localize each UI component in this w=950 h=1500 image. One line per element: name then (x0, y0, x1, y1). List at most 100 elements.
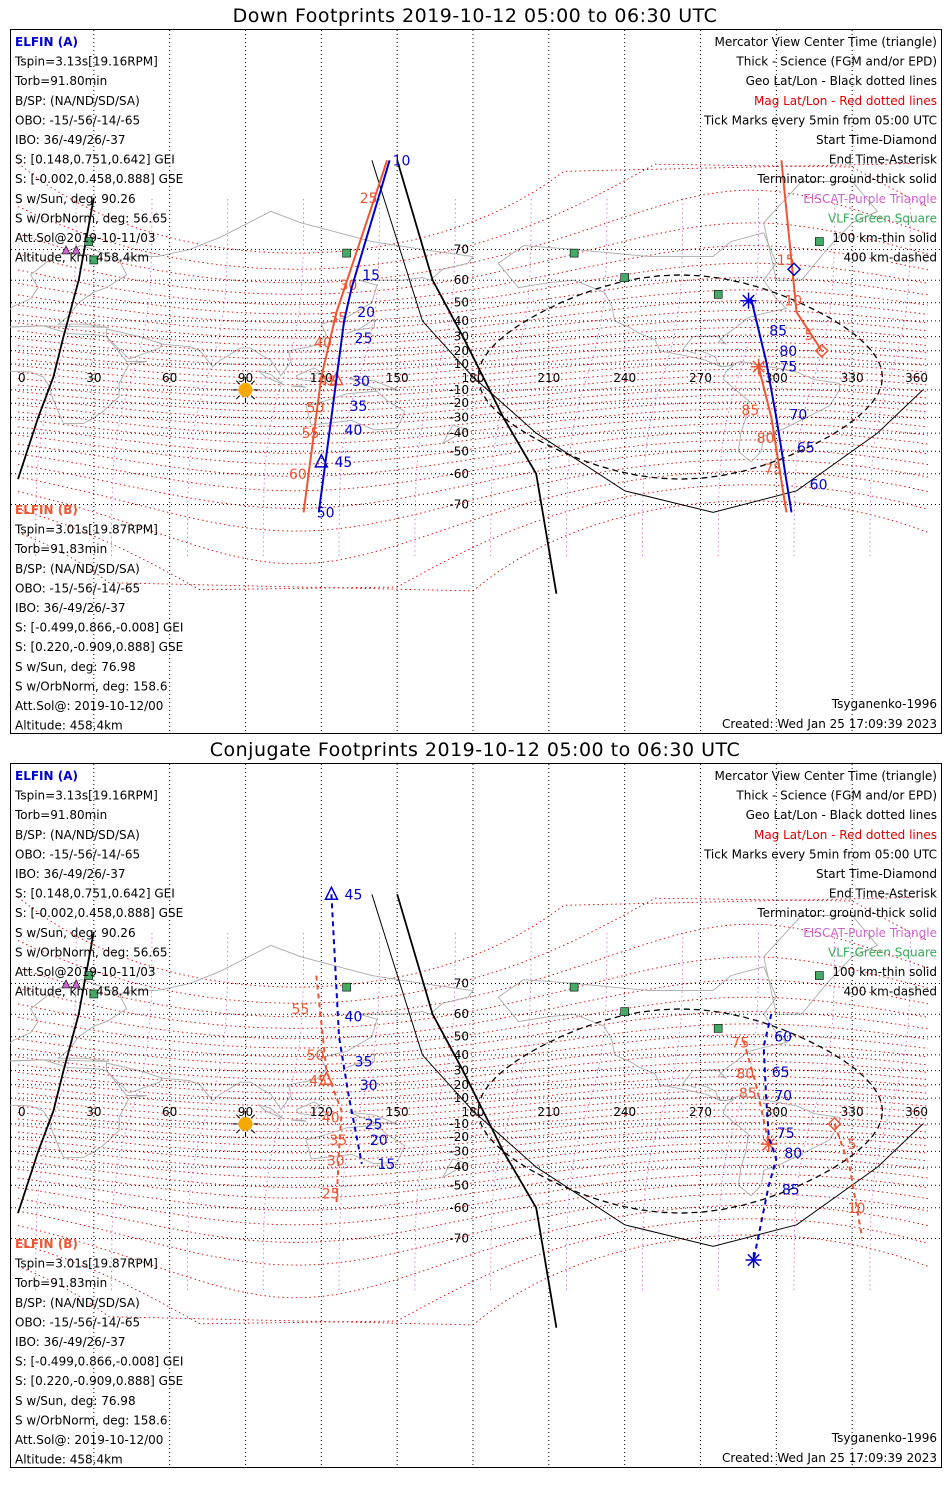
coastline (295, 1101, 320, 1116)
elfin-b-info-line: S w/OrbNorm, deg: 158.6 (15, 1413, 167, 1427)
lat-tick-label: 40 (454, 314, 469, 328)
mag-lat-line (17, 300, 929, 339)
elfin-b-end-asterisk (760, 1136, 777, 1153)
elfin-a-tick-label: 20 (370, 1133, 388, 1149)
coastline (10, 979, 128, 1062)
coastline (763, 181, 879, 281)
info-text: ELFIN (A) Tspin=3.13s[19.16RPM] Torb=91.80… (14, 35, 937, 733)
elfin-a-view-triangle (314, 453, 329, 468)
vlf-station (569, 982, 579, 992)
vlf-station (713, 290, 723, 299)
coastline-group (10, 181, 879, 463)
legend-line: VLF-Green Square (828, 945, 937, 959)
elfin-b-info-line: S w/Sun, deg: 76.98 (15, 660, 136, 674)
vlf-station (620, 1007, 629, 1016)
terminator-100km (371, 160, 924, 513)
eiscat-station (61, 979, 71, 989)
sun-ray (235, 1129, 241, 1134)
elfin-a-info-line: IBO: 36/-49/26/-37 (15, 133, 126, 147)
mag-lat-line (17, 408, 929, 445)
coastline (10, 245, 128, 328)
lon-tick-label: 30 (86, 371, 101, 385)
elfin-b-info-line: S: [-0.499,0.866,-0.008] GEI (15, 1355, 183, 1369)
elfin-b-tick-label: 25 (322, 1187, 340, 1203)
elfin-a-tick-label: 25 (355, 331, 373, 347)
elfin-b-tick-label: 25 (360, 191, 378, 207)
mag-lon-line (186, 931, 229, 1291)
coastline (10, 1059, 147, 1158)
legend-line: Thick - Science (FGM and/or EPD) (735, 55, 937, 69)
mag-lon-line (642, 197, 684, 557)
map-content-down: 0 30 60 90 120 150 180 210 240 270 300 330 360706050… (10, 29, 942, 734)
elfin-b-info-line: IBO: 36/-49/26/-37 (15, 1335, 126, 1349)
elfin-b-info-line: S: [0.220,-0.909,0.888] GSE (15, 1374, 183, 1388)
elfin-a-tick-label: 25 (365, 1117, 383, 1133)
elfin-b-tick-label: 40 (322, 1110, 340, 1126)
lat-tick-label: 20 (454, 1078, 469, 1092)
legend-line: Tick Marks every 5min from 05:00 UTC (703, 847, 937, 861)
lon-tick-label: 270 (689, 1105, 712, 1119)
mag-lat-line (17, 1156, 929, 1199)
elfin-b-tick-label: 75 (731, 1036, 749, 1052)
lat-tick-label: 10 (454, 1091, 469, 1105)
coastline-group (10, 915, 879, 1197)
elfin-b-track-line (302, 159, 389, 513)
elfin-b-track-line (833, 1123, 864, 1239)
elfin-b-tick-label: 85 (741, 403, 759, 419)
mag-lon-line (111, 931, 153, 1291)
legend-line: Start Time-Diamond (816, 133, 937, 147)
lat-tick-label: -30 (449, 410, 469, 424)
elfin-b-tick-label: 5 (848, 1137, 857, 1153)
terminator-100km (371, 894, 924, 1247)
mag-lat-line (17, 1052, 929, 1087)
lon-tick-label: 360 (905, 371, 928, 385)
coastline (257, 1104, 284, 1120)
panel-title-conjugate: Conjugate Footprints 2019-10-12 05:00 to… (209, 739, 741, 761)
elfin-b-tick-label: 80 (757, 431, 775, 447)
sun-ray (250, 395, 256, 400)
elfin-b-track-line (757, 366, 788, 513)
legend-line: End Time-Asterisk (829, 153, 937, 167)
elfin-b-view-triangle (319, 1070, 334, 1086)
coastline (305, 390, 406, 431)
mag-lon-line (414, 197, 456, 557)
elfin-b-info-line: Torb=91.83min (14, 1276, 107, 1290)
elfin-a-tick-label: 10 (393, 153, 411, 169)
vlf-station (569, 248, 579, 258)
vlf-station (89, 989, 99, 999)
lon-tick-label: 180 (462, 1105, 485, 1119)
vlf-station (815, 971, 824, 980)
elfin-a-info-line: Tspin=3.13s[19.16RPM] (14, 55, 158, 69)
elfin-a-tick-label: 15 (362, 268, 380, 284)
elfin-b-track: 55 50 45 40 35 30 25 75 80 85 5 10 (291, 975, 865, 1239)
elfin-a-info-line: IBO: 36/-49/26/-37 (15, 867, 126, 881)
elfin-b-tick-label: 60 (289, 467, 307, 483)
elfin-a-info-line: Torb=91.80min (14, 74, 107, 88)
lat-tick-label: 50 (454, 296, 469, 310)
coastline (348, 377, 398, 391)
sun-disc (238, 1116, 253, 1131)
mag-lon-line (338, 197, 380, 557)
elfin-b-info-line: OBO: -15/-56/-14/-65 (15, 1315, 140, 1329)
lat-tick-label: 10 (454, 357, 469, 371)
mag-lat-line (17, 470, 929, 565)
lon-tick-label: 210 (537, 371, 560, 385)
mag-lon-line (414, 931, 456, 1291)
created-timestamp: Created: Wed Jan 25 17:09:39 2023 (722, 717, 937, 731)
elfin-a-tick-label: 70 (789, 407, 807, 423)
lon-tick-label: 0 (18, 371, 26, 385)
elfin-a-tick-label: 20 (357, 305, 375, 321)
sun-ray (250, 380, 256, 385)
elfin-a-info-line: S: [0.148,0.751,0.642] GEI (15, 887, 175, 901)
eiscat-station (61, 245, 71, 255)
legend-line: Tick Marks every 5min from 05:00 UTC (703, 113, 937, 127)
elfin-b-tick-label: 80 (736, 1067, 754, 1083)
elfin-a-info-line: ELFIN (A) (15, 35, 78, 49)
elfin-a-info-line: S w/OrbNorm, deg: 56.65 (15, 211, 167, 225)
elfin-b-info-line: S: [-0.499,0.866,-0.008] GEI (15, 621, 183, 635)
terminator-ground-mid (396, 160, 558, 594)
lon-tick-label: 360 (905, 1105, 928, 1119)
lat-tick-label: -50 (449, 1178, 469, 1192)
elfin-a-info-line: Att.Sol@2019-10-11/03 (15, 965, 156, 979)
